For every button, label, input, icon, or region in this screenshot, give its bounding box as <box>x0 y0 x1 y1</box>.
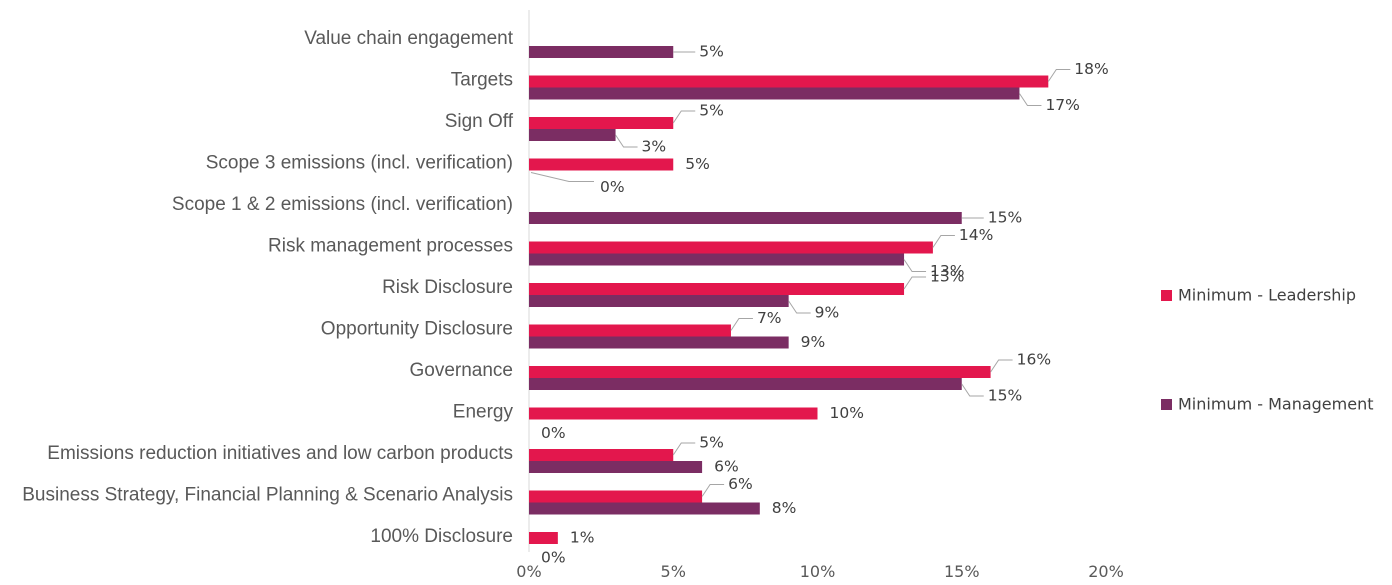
legend-swatch <box>1161 290 1172 301</box>
category-label: Value chain engagement <box>304 28 514 49</box>
bar-leadership <box>529 407 818 420</box>
legend-label: Minimum - Management <box>1178 395 1374 414</box>
category-label: 100% Disclosure <box>370 526 513 547</box>
category-label: Scope 3 emissions (incl. verification) <box>206 153 513 174</box>
bar-management <box>529 212 962 224</box>
leader-line <box>672 110 696 124</box>
category-label: Sign Off <box>445 111 514 132</box>
leader-line <box>961 383 984 397</box>
x-tick-label: 20% <box>1088 562 1124 581</box>
bar-management <box>529 336 789 349</box>
data-label-management: 0% <box>541 549 566 567</box>
bar-leadership <box>529 490 703 503</box>
category-label: Scope 1 & 2 emissions (incl. verificatio… <box>172 194 513 215</box>
bar-leadership <box>529 366 991 378</box>
x-tick-label: 0% <box>516 562 541 581</box>
bar-leadership <box>529 449 674 461</box>
bar-management <box>529 461 703 473</box>
data-label-leadership: 18% <box>1074 60 1108 78</box>
data-label-leadership: 5% <box>699 102 724 120</box>
bar-management <box>529 253 905 266</box>
bar-management <box>529 129 616 141</box>
category-label: Emissions reduction initiatives and low … <box>47 443 513 464</box>
category-label: Risk management processes <box>268 236 513 257</box>
data-label-management: 6% <box>714 458 739 476</box>
bar-management <box>529 378 962 390</box>
legend-label: Minimum - Leadership <box>1178 286 1356 305</box>
category-label: Energy <box>453 402 514 423</box>
leader-line <box>672 442 696 456</box>
data-label-management: 0% <box>600 178 625 196</box>
data-label-leadership: 6% <box>728 475 753 493</box>
bar-leadership <box>529 324 731 337</box>
bar-management <box>529 295 789 307</box>
data-label-leadership: 10% <box>830 404 864 422</box>
data-label-management: 3% <box>642 138 667 156</box>
data-label-leadership: 5% <box>699 434 724 452</box>
data-label-leadership: 16% <box>1017 351 1051 369</box>
category-label: Business Strategy, Financial Planning & … <box>22 485 513 506</box>
leader-line <box>701 484 725 497</box>
bar-management <box>529 87 1020 100</box>
bar-management <box>529 46 674 58</box>
data-label-management: 15% <box>988 209 1022 227</box>
data-label-management: 9% <box>801 333 826 351</box>
data-label-management: 0% <box>541 424 566 442</box>
leader-line <box>903 276 927 290</box>
leader-line <box>788 300 811 314</box>
data-label-leadership: 13% <box>930 268 964 286</box>
category-label: Targets <box>451 70 513 91</box>
data-label-management: 13% <box>930 262 964 280</box>
leader-line <box>1047 69 1071 82</box>
bar-leadership <box>529 75 1049 88</box>
data-label-management: 17% <box>1045 96 1079 114</box>
x-tick-label: 10% <box>800 562 836 581</box>
leader-line <box>932 235 955 248</box>
category-label: Risk Disclosure <box>382 277 513 298</box>
bar-leadership <box>529 532 558 544</box>
leader-line <box>530 172 594 182</box>
leader-line <box>903 259 927 272</box>
bar-leadership <box>529 241 933 254</box>
data-label-management: 15% <box>988 387 1022 405</box>
bar-leadership <box>529 158 674 171</box>
data-label-leadership: 14% <box>959 226 993 244</box>
data-label-leadership: 5% <box>685 155 710 173</box>
data-label-management: 8% <box>772 499 797 517</box>
category-label: Opportunity Disclosure <box>321 319 513 340</box>
x-tick-label: 5% <box>661 562 686 581</box>
category-label: Governance <box>409 360 513 381</box>
data-label-leadership: 7% <box>757 309 782 327</box>
data-label-leadership: 1% <box>570 529 595 547</box>
bar-leadership <box>529 117 674 129</box>
leader-line <box>1019 93 1042 106</box>
bar-leadership <box>529 283 905 295</box>
leader-line <box>730 318 753 331</box>
leader-line <box>615 134 638 148</box>
legend-swatch <box>1161 399 1172 410</box>
bar-management <box>529 502 760 515</box>
data-label-management: 5% <box>699 43 724 61</box>
leader-line <box>990 359 1013 373</box>
data-label-management: 9% <box>815 304 840 322</box>
x-tick-label: 15% <box>944 562 980 581</box>
